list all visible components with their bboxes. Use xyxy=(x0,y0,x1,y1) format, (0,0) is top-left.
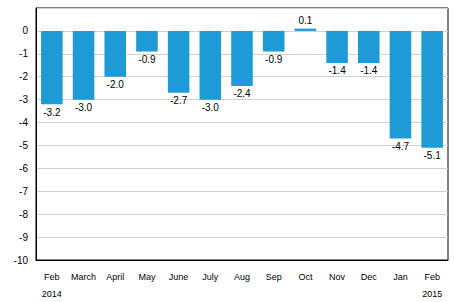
svg-text:-1: -1 xyxy=(19,48,28,59)
svg-text:April: April xyxy=(106,272,124,282)
svg-text:Aug: Aug xyxy=(234,272,250,282)
svg-text:-2.4: -2.4 xyxy=(233,88,251,99)
svg-text:-6: -6 xyxy=(19,163,28,174)
svg-text:2014: 2014 xyxy=(42,289,62,299)
svg-text:-7: -7 xyxy=(19,186,28,197)
svg-text:-3: -3 xyxy=(19,94,28,105)
svg-text:0.1: 0.1 xyxy=(298,15,312,26)
svg-text:Feb: Feb xyxy=(424,272,440,282)
svg-text:-3.0: -3.0 xyxy=(75,102,93,113)
svg-text:-4.7: -4.7 xyxy=(392,141,410,152)
svg-text:-2: -2 xyxy=(19,71,28,82)
svg-text:-9: -9 xyxy=(19,232,28,243)
svg-text:-2.0: -2.0 xyxy=(107,79,125,90)
svg-text:-5.1: -5.1 xyxy=(424,150,442,161)
svg-text:May: May xyxy=(138,272,156,282)
svg-text:Nov: Nov xyxy=(329,272,346,282)
svg-text:Oct: Oct xyxy=(298,272,313,282)
svg-text:June: June xyxy=(169,272,189,282)
svg-text:Jan: Jan xyxy=(393,272,408,282)
svg-text:-10: -10 xyxy=(14,255,29,266)
svg-text:-8: -8 xyxy=(19,209,28,220)
svg-text:-5: -5 xyxy=(19,140,28,151)
svg-text:Sep: Sep xyxy=(266,272,282,282)
svg-text:-3.2: -3.2 xyxy=(43,107,61,118)
svg-text:-0.9: -0.9 xyxy=(265,54,283,65)
svg-text:-2.7: -2.7 xyxy=(170,95,188,106)
svg-text:Feb: Feb xyxy=(44,272,60,282)
svg-text:Dec: Dec xyxy=(361,272,378,282)
svg-text:-3.0: -3.0 xyxy=(202,102,220,113)
svg-text:0: 0 xyxy=(22,25,28,36)
svg-text:-1.4: -1.4 xyxy=(328,65,346,76)
svg-text:-4: -4 xyxy=(19,117,28,128)
svg-text:2015: 2015 xyxy=(422,289,442,299)
svg-text:-0.9: -0.9 xyxy=(138,54,156,65)
svg-text:July: July xyxy=(202,272,219,282)
svg-text:-1.4: -1.4 xyxy=(360,65,378,76)
svg-text:March: March xyxy=(71,272,96,282)
